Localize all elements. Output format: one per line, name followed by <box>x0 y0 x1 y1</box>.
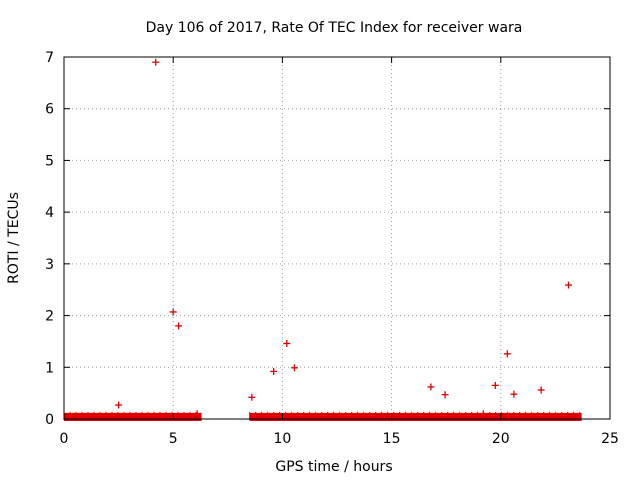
data-point <box>175 322 183 330</box>
data-point <box>479 410 487 418</box>
data-point <box>491 381 499 389</box>
data-point <box>441 391 449 399</box>
data-point <box>270 367 278 375</box>
x-tick-label: 10 <box>273 431 291 447</box>
y-tick-label: 2 <box>45 309 54 325</box>
x-axis-ticks: 0 5 10 15 20 25 <box>60 57 619 447</box>
data-point <box>503 350 511 358</box>
data-point <box>169 308 177 316</box>
x-tick-label: 0 <box>60 431 69 447</box>
baseline-band <box>64 412 202 421</box>
data-point <box>537 386 545 394</box>
data-points <box>115 58 573 418</box>
data-point <box>193 410 201 418</box>
y-tick-label: 6 <box>45 102 54 118</box>
x-axis-label: GPS time / hours <box>275 459 392 475</box>
grid-lines <box>64 57 610 419</box>
data-point <box>290 364 298 372</box>
data-point <box>427 383 435 391</box>
x-tick-label: 20 <box>492 431 510 447</box>
y-tick-label: 4 <box>45 205 54 221</box>
plot-frame <box>63 56 611 420</box>
y-axis-ticks: 0 1 2 3 4 5 6 7 <box>45 50 610 428</box>
baseline-bands <box>63 411 582 421</box>
baseline-band <box>249 412 582 421</box>
data-point <box>565 281 573 289</box>
data-point <box>115 401 123 409</box>
data-point <box>510 390 518 398</box>
y-tick-label: 3 <box>45 257 54 273</box>
data-point <box>283 339 291 347</box>
x-tick-label: 15 <box>383 431 401 447</box>
y-tick-label: 1 <box>45 360 54 376</box>
data-point <box>248 393 256 401</box>
chart-title: Day 106 of 2017, Rate Of TEC Index for r… <box>146 20 523 36</box>
x-tick-label: 25 <box>601 431 619 447</box>
y-tick-label: 5 <box>45 153 54 169</box>
y-tick-label: 0 <box>45 412 54 428</box>
y-tick-label: 7 <box>45 50 54 66</box>
data-point <box>152 58 160 66</box>
x-tick-label: 5 <box>169 431 178 447</box>
y-axis-label: ROTI / TECUs <box>6 192 22 284</box>
